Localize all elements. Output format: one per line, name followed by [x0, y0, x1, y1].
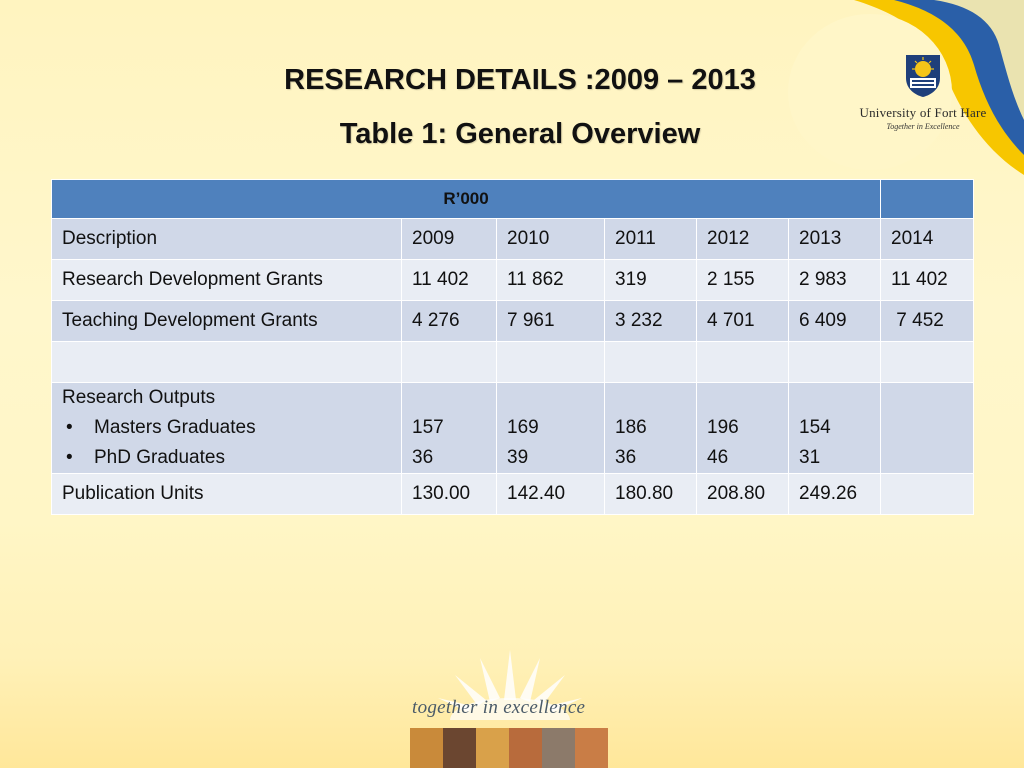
table-cell: 3 232: [604, 300, 697, 342]
column-header: 2011: [604, 218, 697, 260]
column-header: 2009: [401, 218, 497, 260]
table-cell: 4 701: [696, 300, 789, 342]
masters-value: 196: [707, 417, 739, 438]
photo-thumbnail: [575, 728, 608, 768]
logo-motto: Together in Excellence: [886, 122, 960, 131]
unit-header-cell: R’000: [51, 179, 881, 219]
photo-thumbnail: [476, 728, 509, 768]
outputs-cell: 186 36: [604, 382, 697, 474]
masters-value: 169: [507, 417, 539, 438]
row-label: Research Outputs: [62, 387, 216, 408]
phd-value: 46: [707, 447, 729, 468]
masters-value: 157: [412, 417, 444, 438]
publication-units-row: Publication Units 130.00 142.40 180.80 2…: [51, 473, 974, 515]
outputs-cell: 196 46: [696, 382, 789, 474]
empty-cell: [788, 341, 881, 383]
corner-swoosh-decoration: [788, 0, 1024, 175]
page-title: RESEARCH DETAILS :2009 – 2013: [284, 64, 756, 96]
column-header: 2013: [788, 218, 881, 260]
bullet-icon: •: [66, 447, 73, 468]
column-header: 2012: [696, 218, 789, 260]
table-column-header-row: Description 2009 2010 2011 2012 2013 201…: [51, 218, 974, 260]
table-cell: [880, 473, 974, 515]
row-label: Research Development Grants: [51, 259, 402, 301]
research-outputs-row: Research Outputs • Masters Graduates • PhD…: [51, 382, 974, 474]
phd-value: [891, 443, 963, 473]
research-outputs-label-cell: Research Outputs • Masters Graduates • PhD…: [51, 382, 402, 474]
masters-value: 186: [615, 417, 647, 438]
table-cell: 6 409: [788, 300, 881, 342]
footer-tagline: together in excellence: [412, 697, 586, 718]
list-item: • PhD Graduates: [62, 443, 391, 473]
slide-background-bottom: [0, 520, 1024, 768]
table-row: Teaching Development Grants 4 276 7 961 …: [51, 300, 974, 342]
empty-cell: [696, 341, 789, 383]
empty-cell: [401, 341, 497, 383]
table-cell: 180.80: [604, 473, 697, 515]
column-header: 2014: [880, 218, 974, 260]
table-cell: 4 276: [401, 300, 497, 342]
table-cell: 2 983: [788, 259, 881, 301]
phd-label: PhD Graduates: [94, 447, 225, 468]
empty-cell: [604, 341, 697, 383]
table-caption: Table 1: General Overview: [339, 118, 701, 150]
column-header: Description: [51, 218, 402, 260]
table-cell: 7 961: [496, 300, 605, 342]
table-cell: 2 155: [696, 259, 789, 301]
crest-icon: [906, 55, 940, 97]
empty-cell: [496, 341, 605, 383]
table-cell: 142.40: [496, 473, 605, 515]
table-cell: 319: [604, 259, 697, 301]
outputs-cell: [880, 382, 974, 474]
row-label: Publication Units: [51, 473, 402, 515]
table-unit-header-row: R’000: [51, 179, 974, 219]
empty-cell: [880, 341, 974, 383]
masters-label: Masters Graduates: [94, 417, 256, 438]
photo-thumbnail: [410, 728, 443, 768]
outputs-cell: 154 31: [788, 382, 881, 474]
row-label: Teaching Development Grants: [51, 300, 402, 342]
phd-value: 36: [412, 447, 434, 468]
university-logo: University of Fort Hare Together in Exce…: [838, 52, 1008, 131]
table-spacer-row: [51, 341, 974, 383]
phd-value: 36: [615, 447, 637, 468]
photo-thumbnail: [509, 728, 542, 768]
bullet-icon: •: [66, 417, 73, 438]
outputs-cell: 169 39: [496, 382, 605, 474]
table-cell: 11 862: [496, 259, 605, 301]
logo-university-name: University of Fort Hare: [859, 105, 987, 120]
table-cell: 130.00: [401, 473, 497, 515]
photo-thumbnail: [542, 728, 575, 768]
empty-cell: [51, 341, 402, 383]
table-cell: 11 402: [880, 259, 974, 301]
column-header: 2010: [496, 218, 605, 260]
table-cell: 11 402: [401, 259, 497, 301]
outputs-cell: 157 36: [401, 382, 497, 474]
table-cell: 7 452: [880, 300, 974, 342]
photo-thumbnail: [443, 728, 476, 768]
list-item: • Masters Graduates: [62, 413, 391, 443]
footer-photo-strip: [410, 728, 608, 768]
masters-value: [891, 413, 963, 443]
masters-value: 154: [799, 417, 831, 438]
table-row: Research Development Grants 11 402 11 86…: [51, 259, 974, 301]
overview-table: R’000 Description 2009 2010 2011 2012 20…: [51, 179, 974, 515]
phd-value: 31: [799, 447, 821, 468]
table-cell: 208.80: [696, 473, 789, 515]
phd-value: 39: [507, 447, 529, 468]
sun-rays-icon: [438, 650, 582, 720]
table-cell: 249.26: [788, 473, 881, 515]
unit-header-empty-cell: [880, 179, 974, 219]
